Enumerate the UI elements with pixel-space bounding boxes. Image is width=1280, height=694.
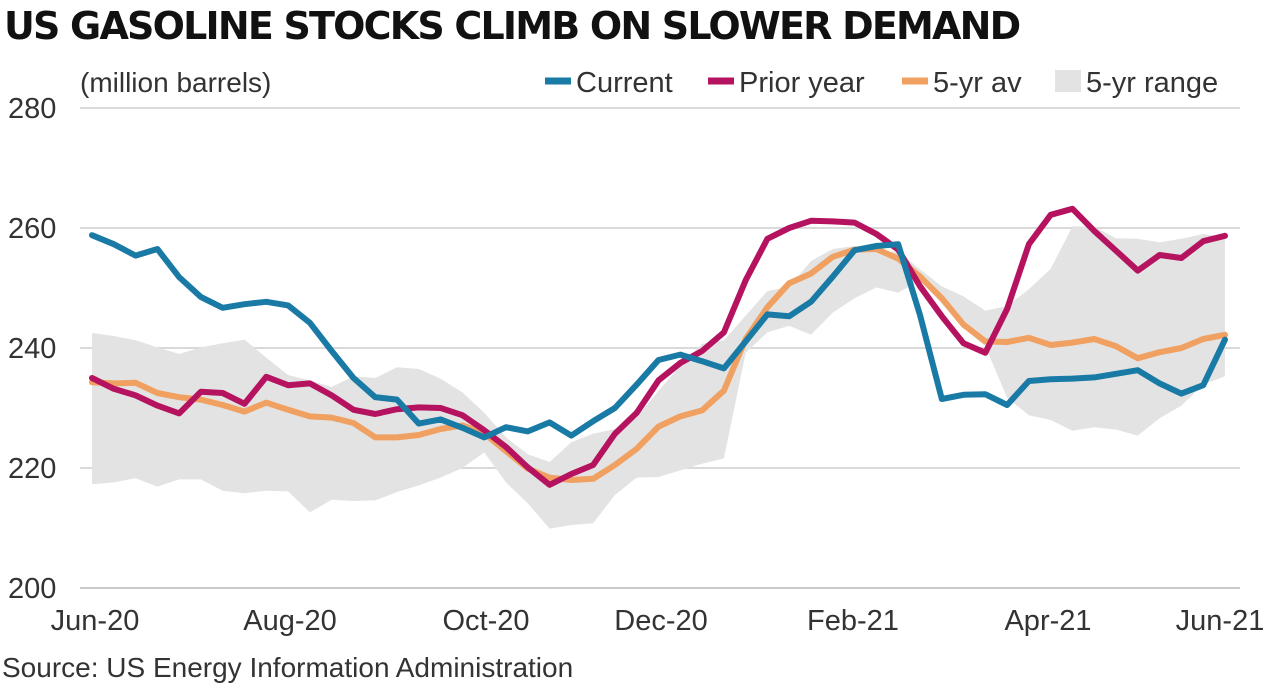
legend-label: Current [576,67,673,99]
legend-label: Prior year [739,67,865,99]
x-tick-label: Aug-20 [243,605,337,637]
x-tick-label: Feb-21 [807,605,899,637]
series-line-current [89,232,1228,441]
y-tick-label: 240 [8,333,56,365]
legend-item-current: Current [545,67,673,99]
x-tick-label: Dec-20 [614,605,708,637]
y-axis-unit-label: (million barrels) [80,67,271,98]
axis-labels: 200 220 240 260 280 Jun-20 Aug-20 Oct-20 Dec-20 F… [8,93,1264,637]
y-tick-label: 260 [8,213,56,245]
x-tick-label: Jun-20 [51,605,140,637]
legend-item-prior-year: Prior year [708,67,865,99]
x-tick-label: Apr-21 [1004,605,1091,637]
source-note: Source: US Energy Information Administra… [2,652,574,683]
legend-swatch [1055,70,1081,92]
legend-item-five-yr-range: 5-yr range [1055,67,1218,99]
y-tick-label: 220 [8,453,56,485]
legend-item-five-yr-av: 5-yr av [902,67,1022,99]
legend-label: 5-yr range [1086,67,1218,99]
series-line-prior-year [89,205,1228,488]
chart-title: US GASOLINE STOCKS CLIMB ON SLOWER DEMAN… [4,4,1021,48]
series-line-five-yr-av [89,246,1228,483]
y-tick-label: 200 [8,573,56,605]
x-tick-label: Jun-21 [1176,605,1265,637]
series-lines [89,205,1228,488]
legend: Current Prior year 5-yr av 5-yr range [545,67,1218,99]
y-tick-label: 280 [8,93,56,125]
x-tick-label: Oct-20 [442,605,529,637]
legend-label: 5-yr av [933,67,1022,99]
